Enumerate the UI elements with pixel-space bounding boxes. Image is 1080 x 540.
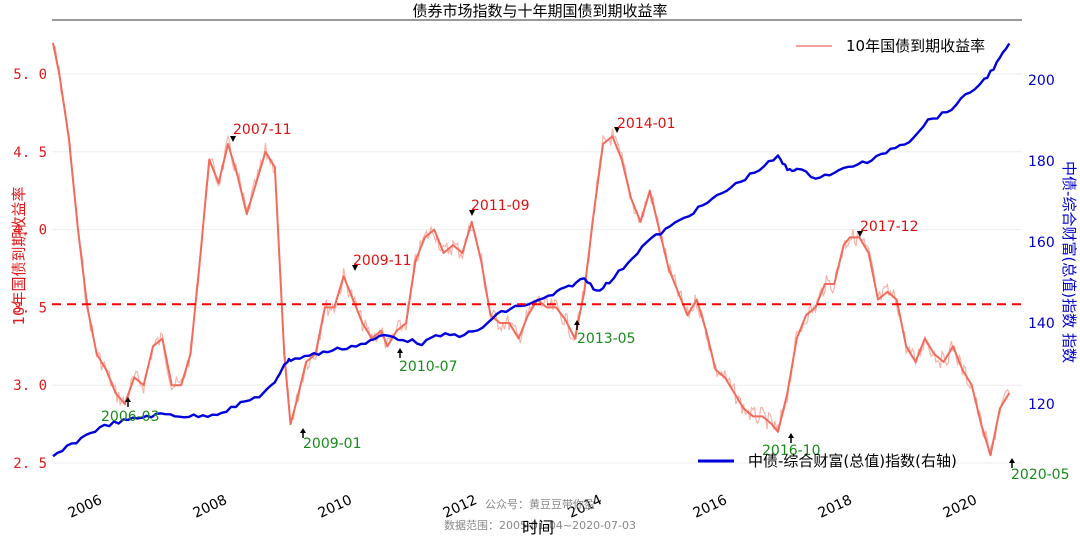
legend-label-index: 中债-综合财富(总值)指数(右轴) bbox=[748, 452, 957, 470]
trough-arrowhead-icon bbox=[125, 397, 131, 402]
annotation-trough: 2009-01 bbox=[300, 428, 362, 452]
x-tick-label: 2006 bbox=[66, 492, 105, 522]
index-line bbox=[52, 42, 1011, 458]
annotation-label: 2017-12 bbox=[860, 219, 919, 235]
annotation-label: 2009-11 bbox=[353, 253, 412, 269]
annotation-label: 2013-05 bbox=[577, 331, 636, 347]
annotation-label: 2014-01 bbox=[617, 116, 676, 132]
x-tick-label: 2020 bbox=[941, 492, 980, 522]
annotation-peak: 2017-12 bbox=[857, 219, 919, 237]
right-tick-label: 180 bbox=[1028, 154, 1055, 170]
annotation-trough: 2013-05 bbox=[574, 320, 636, 347]
left-tick-label: 3. 5 bbox=[13, 300, 47, 316]
chart-title: 债券市场指数与十年期国债到期收益率 bbox=[412, 2, 667, 20]
x-axis-label: 时间 bbox=[522, 518, 554, 537]
index-polyline bbox=[52, 42, 1011, 458]
annotations: 2006-03 2007-11 2009-01 2009-11 2010-07 2011-… bbox=[101, 116, 1070, 483]
trough-arrowhead-icon bbox=[788, 433, 794, 438]
trough-arrowhead-icon bbox=[1009, 458, 1015, 463]
annotation-label: 2020-05 bbox=[1011, 467, 1070, 483]
trough-arrowhead-icon bbox=[300, 428, 306, 433]
annotation-trough: 2016-10 bbox=[762, 433, 821, 459]
annotation-trough: 2020-05 bbox=[1009, 458, 1070, 483]
annotation-peak: 2007-11 bbox=[230, 122, 292, 142]
legend-index: 中债-综合财富(总值)指数(右轴) bbox=[698, 452, 957, 470]
x-tick-label: 2010 bbox=[316, 492, 355, 522]
right-axis-label: 中债-综合财富(总值)指数 指数 bbox=[1060, 161, 1078, 363]
annotation-peak: 2014-01 bbox=[614, 116, 676, 133]
annotation-trough: 2010-07 bbox=[397, 348, 458, 375]
x-tick-label: 2008 bbox=[191, 492, 230, 522]
grid-lines bbox=[52, 73, 1022, 464]
watermark-line2: 数据范围：2005-01-04~2020-07-03 bbox=[444, 518, 636, 532]
peak-marker-icon bbox=[857, 231, 863, 237]
peak-marker-icon bbox=[469, 210, 475, 216]
right-tick-label: 140 bbox=[1028, 316, 1055, 332]
legend-yield: 10年国债到期收益率 bbox=[796, 37, 985, 55]
legend-label-yield: 10年国债到期收益率 bbox=[846, 37, 985, 55]
annotation-label: 2010-07 bbox=[399, 359, 458, 375]
peak-marker-icon bbox=[352, 265, 358, 271]
annotation-label: 2009-01 bbox=[303, 436, 362, 452]
annotation-peak: 2011-09 bbox=[469, 198, 530, 216]
left-tick-label: 5. 0 bbox=[13, 67, 47, 83]
right-tick-label: 200 bbox=[1028, 73, 1055, 89]
x-tick-label: 2018 bbox=[816, 492, 855, 522]
right-tick-label: 120 bbox=[1028, 397, 1055, 413]
right-y-axis: 200 180 160 140 120 bbox=[1028, 73, 1055, 413]
left-tick-label: 4. 0 bbox=[13, 223, 47, 239]
annotation-peak: 2009-11 bbox=[352, 253, 412, 271]
right-tick-label: 160 bbox=[1028, 235, 1055, 251]
left-tick-label: 3. 0 bbox=[13, 378, 47, 394]
peak-marker-icon bbox=[614, 127, 620, 133]
annotation-label: 2006-03 bbox=[101, 409, 160, 425]
x-tick-label: 2016 bbox=[691, 492, 730, 522]
annotation-label: 2007-11 bbox=[233, 122, 292, 138]
yield-smoothed-line bbox=[52, 42, 1011, 457]
left-tick-label: 2. 5 bbox=[13, 456, 47, 472]
trough-arrowhead-icon bbox=[397, 348, 403, 353]
peak-marker-icon bbox=[230, 136, 236, 142]
trough-arrowhead-icon bbox=[574, 320, 580, 325]
annotation-trough: 2006-03 bbox=[101, 397, 160, 425]
left-axis-label: 10年国债到期收益率 bbox=[10, 186, 28, 325]
watermark-line1: 公众号：黄豆豆带你盈 bbox=[485, 497, 595, 511]
left-tick-label: 4. 5 bbox=[13, 145, 47, 161]
x-tick-label: 2012 bbox=[441, 492, 480, 522]
annotation-label: 2016-10 bbox=[762, 443, 821, 459]
left-y-axis: 5. 0 4. 5 4. 0 3. 5 3. 0 2. 5 bbox=[13, 67, 47, 472]
annotation-label: 2011-09 bbox=[471, 198, 530, 214]
yield-line bbox=[52, 42, 1011, 457]
